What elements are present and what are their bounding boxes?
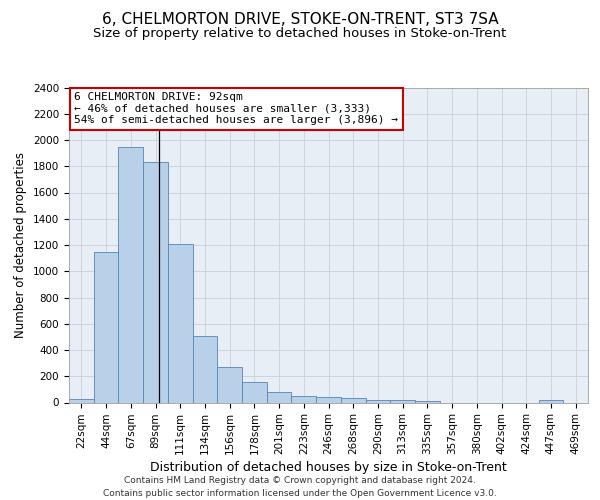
Bar <box>118 146 143 402</box>
Bar <box>168 244 193 402</box>
Bar <box>292 396 316 402</box>
Bar <box>341 398 365 402</box>
Bar <box>539 400 563 402</box>
Bar <box>242 382 267 402</box>
X-axis label: Distribution of detached houses by size in Stoke-on-Trent: Distribution of detached houses by size … <box>150 462 507 474</box>
Bar <box>143 162 168 402</box>
Text: 6, CHELMORTON DRIVE, STOKE-ON-TRENT, ST3 7SA: 6, CHELMORTON DRIVE, STOKE-ON-TRENT, ST3… <box>101 12 499 28</box>
Bar <box>69 399 94 402</box>
Bar <box>390 400 415 402</box>
Bar <box>267 392 292 402</box>
Bar <box>365 400 390 402</box>
Y-axis label: Number of detached properties: Number of detached properties <box>14 152 28 338</box>
Text: Size of property relative to detached houses in Stoke-on-Trent: Size of property relative to detached ho… <box>94 28 506 40</box>
Bar <box>193 336 217 402</box>
Bar <box>415 401 440 402</box>
Text: Contains HM Land Registry data © Crown copyright and database right 2024.
Contai: Contains HM Land Registry data © Crown c… <box>103 476 497 498</box>
Bar <box>316 397 341 402</box>
Bar <box>217 368 242 402</box>
Text: 6 CHELMORTON DRIVE: 92sqm
← 46% of detached houses are smaller (3,333)
54% of se: 6 CHELMORTON DRIVE: 92sqm ← 46% of detac… <box>74 92 398 126</box>
Bar <box>94 252 118 402</box>
